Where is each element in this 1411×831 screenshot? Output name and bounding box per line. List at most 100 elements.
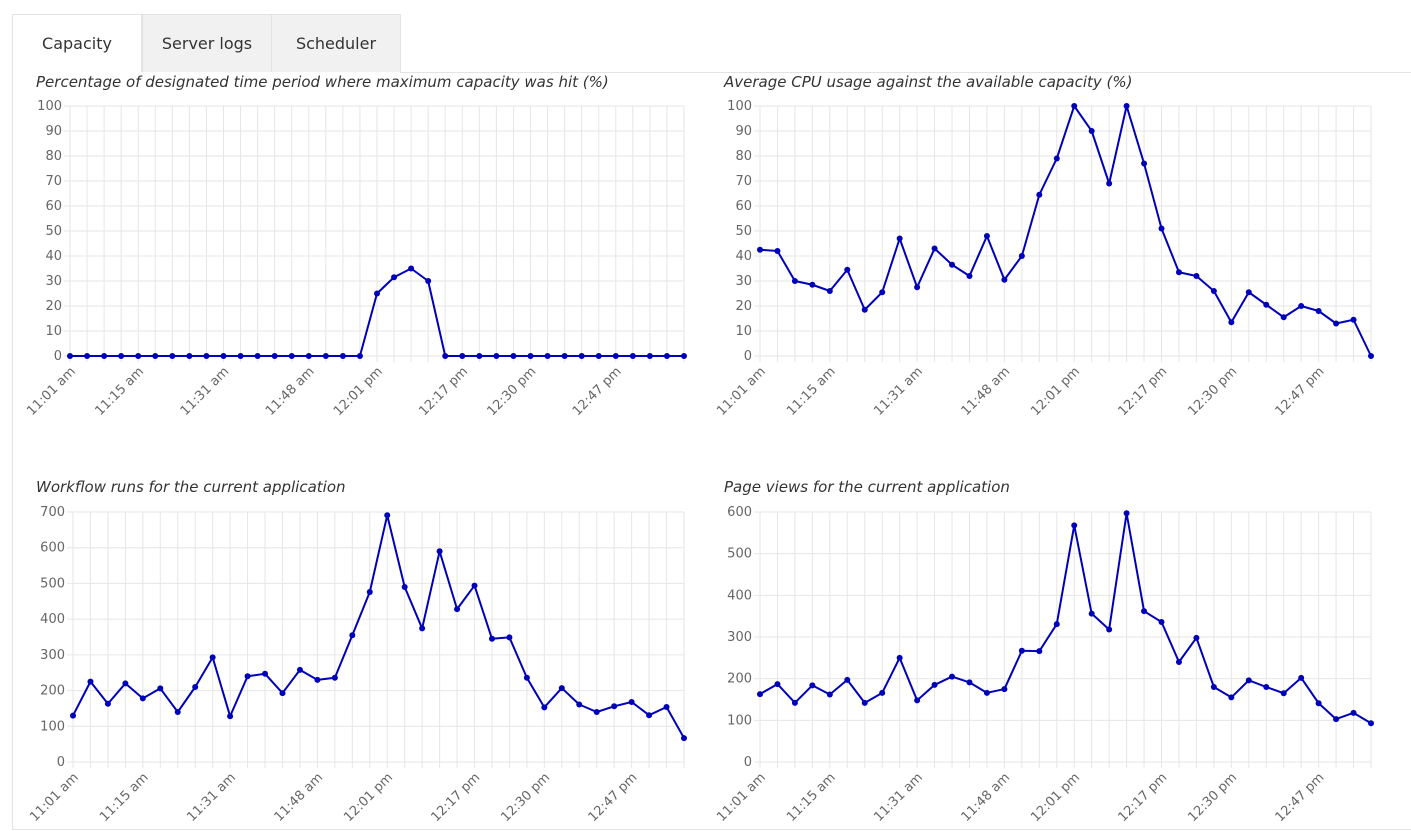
data-point[interactable] <box>237 353 244 359</box>
data-point[interactable] <box>983 233 990 239</box>
data-point[interactable] <box>488 635 495 642</box>
data-point[interactable] <box>1071 522 1078 529</box>
data-point[interactable] <box>1315 700 1322 707</box>
data-point[interactable] <box>1036 191 1043 198</box>
data-point[interactable] <box>331 674 338 681</box>
data-point[interactable] <box>1088 610 1095 617</box>
data-point[interactable] <box>681 353 687 359</box>
data-point[interactable] <box>879 289 886 296</box>
data-point[interactable] <box>1210 684 1217 690</box>
data-point[interactable] <box>366 589 373 595</box>
data-point[interactable] <box>561 353 568 359</box>
data-point[interactable] <box>192 684 199 690</box>
data-point[interactable] <box>401 584 408 590</box>
data-point[interactable] <box>1298 674 1305 681</box>
data-point[interactable] <box>809 281 816 288</box>
data-point[interactable] <box>1193 634 1200 641</box>
data-point[interactable] <box>578 353 585 359</box>
data-point[interactable] <box>541 704 548 711</box>
data-point[interactable] <box>1263 301 1270 308</box>
data-point[interactable] <box>419 625 426 632</box>
data-point[interactable] <box>595 353 602 359</box>
data-point[interactable] <box>227 713 234 720</box>
data-point[interactable] <box>476 353 483 359</box>
data-point[interactable] <box>663 704 670 710</box>
data-point[interactable] <box>809 682 816 689</box>
data-point[interactable] <box>84 353 91 359</box>
data-point[interactable] <box>339 353 346 359</box>
data-point[interactable] <box>844 266 851 273</box>
data-point[interactable] <box>663 353 670 359</box>
data-point[interactable] <box>209 654 216 661</box>
data-point[interactable] <box>1245 677 1252 684</box>
data-point[interactable] <box>314 676 321 683</box>
data-point[interactable] <box>262 670 269 677</box>
data-point[interactable] <box>1158 619 1165 625</box>
data-point[interactable] <box>135 353 142 359</box>
data-point[interactable] <box>1350 316 1357 323</box>
data-point[interactable] <box>844 676 851 683</box>
data-point[interactable] <box>186 353 193 359</box>
data-point[interactable] <box>1175 659 1182 665</box>
data-point[interactable] <box>271 353 278 359</box>
data-point[interactable] <box>506 634 513 641</box>
data-point[interactable] <box>436 548 443 555</box>
data-point[interactable] <box>1193 273 1200 279</box>
data-point[interactable] <box>122 680 129 687</box>
data-point[interactable] <box>1228 694 1235 701</box>
data-point[interactable] <box>384 512 391 519</box>
data-point[interactable] <box>296 666 303 673</box>
data-point[interactable] <box>757 246 763 253</box>
data-point[interactable] <box>408 265 415 272</box>
data-point[interactable] <box>593 709 600 715</box>
data-point[interactable] <box>1280 314 1287 321</box>
data-point[interactable] <box>914 284 921 291</box>
data-point[interactable] <box>118 353 125 359</box>
data-point[interactable] <box>1158 225 1165 232</box>
data-point[interactable] <box>1350 709 1357 716</box>
data-point[interactable] <box>826 691 833 698</box>
data-point[interactable] <box>629 353 636 359</box>
data-point[interactable] <box>774 248 781 254</box>
data-point[interactable] <box>861 699 868 706</box>
data-point[interactable] <box>966 679 973 686</box>
data-point[interactable] <box>949 261 956 268</box>
data-point[interactable] <box>791 699 798 706</box>
data-point[interactable] <box>949 673 956 680</box>
data-point[interactable] <box>523 674 530 681</box>
data-point[interactable] <box>174 709 181 715</box>
data-point[interactable] <box>288 353 295 359</box>
data-point[interactable] <box>70 712 76 719</box>
data-point[interactable] <box>493 353 500 359</box>
data-point[interactable] <box>1018 647 1025 654</box>
data-point[interactable] <box>1123 103 1130 109</box>
data-point[interactable] <box>169 353 176 359</box>
data-point[interactable] <box>1141 160 1148 167</box>
data-point[interactable] <box>1368 720 1374 727</box>
data-point[interactable] <box>966 273 973 279</box>
data-point[interactable] <box>611 703 618 710</box>
data-point[interactable] <box>104 700 111 707</box>
data-point[interactable] <box>896 654 903 661</box>
tab-server-logs[interactable]: Server logs <box>142 14 272 72</box>
data-point[interactable] <box>87 678 94 685</box>
data-point[interactable] <box>544 353 551 359</box>
tab-capacity[interactable]: Capacity <box>12 14 142 72</box>
data-point[interactable] <box>305 353 312 359</box>
data-point[interactable] <box>510 353 517 359</box>
tab-scheduler[interactable]: Scheduler <box>271 14 401 72</box>
data-point[interactable] <box>914 697 921 704</box>
data-point[interactable] <box>791 278 798 284</box>
data-point[interactable] <box>1315 308 1322 314</box>
data-point[interactable] <box>896 235 903 242</box>
data-point[interactable] <box>879 689 886 696</box>
data-point[interactable] <box>774 681 781 688</box>
data-point[interactable] <box>1175 269 1182 276</box>
data-point[interactable] <box>1141 608 1148 615</box>
data-point[interactable] <box>374 290 380 297</box>
data-point[interactable] <box>425 278 432 284</box>
data-point[interactable] <box>1333 716 1340 723</box>
data-point[interactable] <box>1368 353 1374 359</box>
data-point[interactable] <box>67 353 73 359</box>
data-point[interactable] <box>1001 276 1008 283</box>
